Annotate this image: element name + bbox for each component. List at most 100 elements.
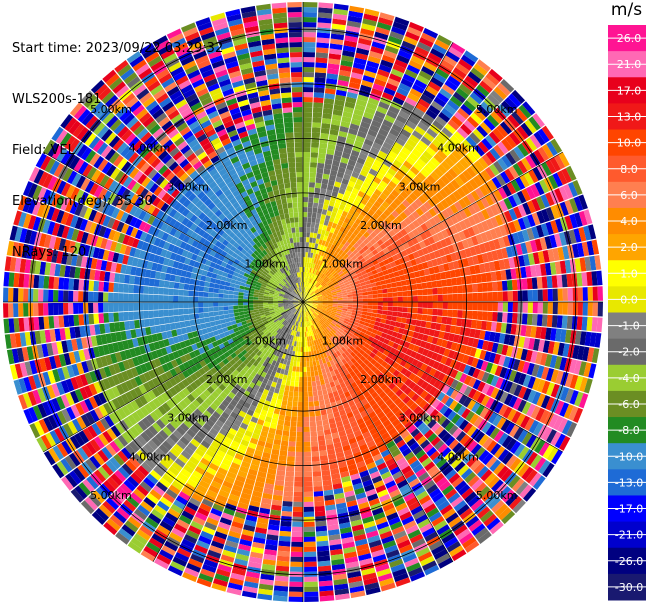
velocity-gate [303, 182, 309, 188]
velocity-gate [484, 330, 491, 341]
velocity-gate [279, 450, 288, 457]
velocity-gate [443, 142, 455, 153]
velocity-gate [433, 153, 444, 164]
velocity-gate [382, 310, 388, 315]
velocity-gate [365, 248, 372, 255]
velocity-gate [307, 300, 313, 302]
velocity-gate [476, 199, 486, 211]
velocity-gate [402, 242, 410, 250]
velocity-gate [317, 560, 331, 567]
velocity-gate [511, 312, 518, 324]
velocity-gate [414, 125, 426, 136]
velocity-gate [452, 91, 466, 104]
velocity-gate [416, 185, 426, 195]
velocity-gate [284, 481, 294, 487]
velocity-gate [323, 284, 329, 289]
velocity-gate [356, 289, 363, 294]
velocity-gate [329, 238, 335, 244]
velocity-gate [325, 288, 331, 292]
velocity-gate [330, 211, 337, 218]
velocity-gate [370, 180, 379, 189]
velocity-gate [335, 94, 346, 102]
velocity-gate [318, 223, 324, 230]
velocity-gate [286, 456, 295, 462]
velocity-gate [360, 281, 366, 287]
velocity-gate [513, 335, 521, 347]
velocity-gate [311, 257, 315, 264]
velocity-gate [376, 216, 384, 224]
velocity-gate [415, 102, 428, 113]
velocity-gate [417, 295, 423, 302]
velocity-gate [464, 181, 475, 193]
velocity-gate [303, 257, 306, 263]
velocity-gate [321, 293, 327, 296]
velocity-gate [353, 140, 364, 148]
velocity-gate [512, 193, 522, 206]
velocity-gate [344, 168, 353, 176]
velocity-gate [374, 252, 381, 260]
velocity-gate [567, 302, 573, 316]
velocity-gate [340, 274, 347, 280]
velocity-gate [389, 30, 405, 41]
velocity-gate [587, 286, 593, 301]
velocity-gate [312, 471, 322, 477]
velocity-gate [303, 42, 316, 48]
velocity-gate [309, 257, 313, 263]
velocity-gate [317, 228, 323, 235]
velocity-gate [510, 245, 518, 257]
velocity-gate [443, 246, 451, 256]
velocity-gate [571, 243, 580, 258]
velocity-gate [346, 249, 353, 256]
velocity-gate [312, 268, 316, 274]
velocity-gate [449, 203, 459, 214]
velocity-gate [314, 82, 326, 89]
velocity-gate [557, 302, 563, 315]
velocity-gate [308, 391, 313, 397]
velocity-gate [424, 253, 432, 262]
velocity-gate [316, 420, 323, 427]
velocity-gate [456, 187, 467, 198]
velocity-gate [470, 112, 483, 125]
velocity-gate [421, 282, 428, 289]
velocity-gate [522, 101, 536, 116]
velocity-gate [420, 213, 429, 223]
velocity-gate [278, 535, 291, 542]
velocity-gate [325, 247, 331, 253]
velocity-gate [317, 294, 322, 298]
velocity-gate [327, 179, 335, 186]
velocity-gate [346, 185, 354, 193]
velocity-gate [345, 201, 353, 209]
velocity-gate [311, 142, 320, 148]
velocity-gate [321, 281, 327, 287]
velocity-gate [282, 395, 289, 401]
velocity-gate [304, 272, 307, 278]
velocity-gate [377, 302, 383, 306]
velocity-gate [438, 111, 451, 123]
velocity-gate [310, 291, 315, 296]
velocity-gate [294, 471, 303, 477]
velocity-gate [347, 299, 353, 302]
velocity-gate [299, 361, 303, 367]
velocity-gate [319, 379, 325, 386]
velocity-gate [303, 381, 308, 387]
velocity-gate [385, 263, 392, 270]
velocity-gate [429, 251, 436, 260]
velocity-gate [303, 237, 307, 243]
velocity-gate [431, 258, 439, 267]
velocity-gate [535, 196, 546, 210]
velocity-gate [444, 103, 457, 115]
velocity-gate [430, 100, 444, 112]
velocity-gate [552, 247, 560, 262]
velocity-gate [336, 268, 342, 274]
velocity-gate [412, 295, 418, 302]
velocity-gate [501, 155, 513, 168]
velocity-gate [303, 421, 310, 427]
velocity-gate [392, 306, 398, 312]
velocity-gate [550, 205, 560, 220]
velocity-gate [339, 161, 348, 169]
velocity-gate [309, 177, 316, 183]
velocity-gate [453, 232, 462, 243]
velocity-gate [333, 104, 344, 112]
velocity-gate [310, 147, 319, 153]
velocity-gate [307, 302, 313, 304]
